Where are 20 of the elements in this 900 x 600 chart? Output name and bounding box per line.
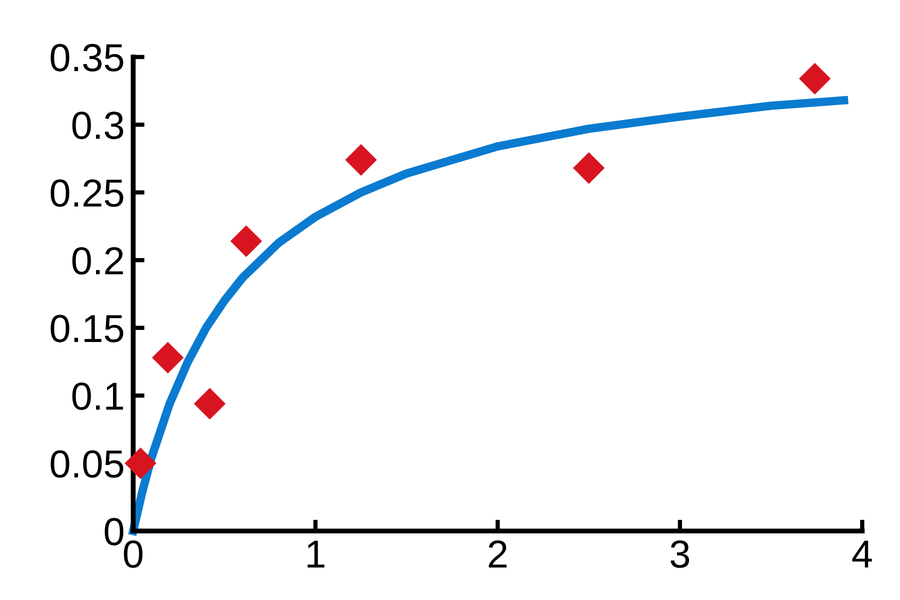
x-tick-label: 2	[488, 540, 507, 568]
x-tick-label: 3	[670, 540, 690, 568]
y-tick-label: 0.35	[50, 44, 124, 72]
point	[152, 342, 184, 374]
point	[798, 62, 831, 95]
point	[345, 144, 377, 176]
x-tick-label: 4	[852, 540, 872, 568]
point	[572, 152, 605, 184]
x-tick-label: 1	[308, 540, 324, 568]
point	[230, 225, 262, 258]
y-tick-label: 0.2	[72, 247, 123, 275]
y-tick-label: 0.15	[50, 314, 124, 342]
y-tick-label: 0.25	[50, 179, 124, 207]
y-tick-label: 0.05	[50, 450, 124, 478]
point	[124, 447, 156, 480]
y-tick-label: 0	[104, 518, 124, 546]
x-tick-label: 0	[124, 540, 142, 568]
y-tick-label: 0.1	[72, 382, 123, 410]
point	[194, 388, 226, 420]
y-tick-label: 0.3	[72, 112, 124, 140]
